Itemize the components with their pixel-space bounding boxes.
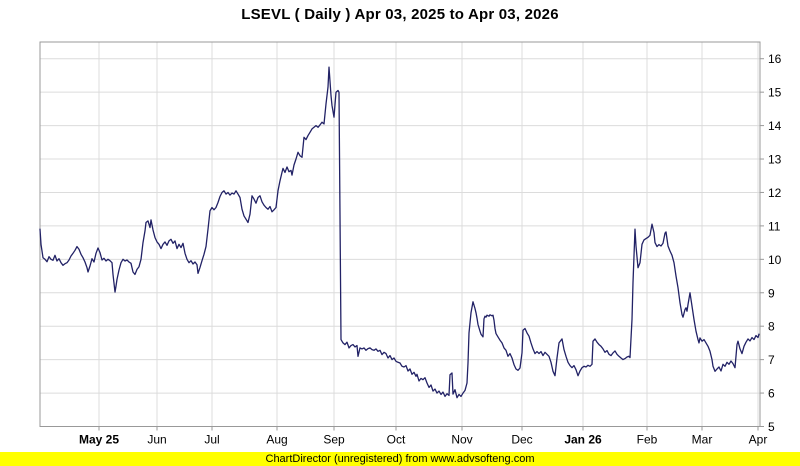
x-axis-label: Aug [266,433,287,447]
x-axis-label: Dec [511,433,532,447]
x-axis-label: Mar [692,433,713,447]
x-axis-label: Jan 26 [564,433,602,447]
x-axis-label: Nov [451,433,472,447]
plot-border [39,41,761,427]
y-axis-label: 15 [768,86,782,100]
footer-banner: ChartDirector (unregistered) from www.ad… [0,452,800,466]
y-axis-label: 16 [768,52,782,66]
y-axis-label: 14 [768,119,782,133]
y-axis-label: 13 [768,153,782,167]
y-axis-label: 11 [768,219,781,233]
x-axis-label: May 25 [79,433,119,447]
y-axis-label: 7 [768,353,775,367]
y-axis-label: 5 [768,420,775,434]
y-axis-label: 10 [768,253,782,267]
x-axis-label: Feb [637,433,658,447]
price-line [39,66,760,399]
y-axis-label: 6 [768,387,775,401]
x-axis-label: Jul [204,433,219,447]
y-axis-label: 9 [768,286,775,300]
x-axis-label: Jun [147,433,166,447]
x-axis-label: Oct [387,433,406,447]
price-chart: 5 6 7 8 9 10 11 12 13 14 15 16 May 25 Jun Jul Aug Sep Oct… [39,41,782,447]
x-axis-label: Apr [749,433,768,447]
y-axis-label: 8 [768,320,775,334]
x-axis-label: Sep [323,433,345,447]
y-axis-label: 12 [768,186,782,200]
chart-title: LSEVL ( Daily ) Apr 03, 2025 to Apr 03, … [241,6,559,23]
